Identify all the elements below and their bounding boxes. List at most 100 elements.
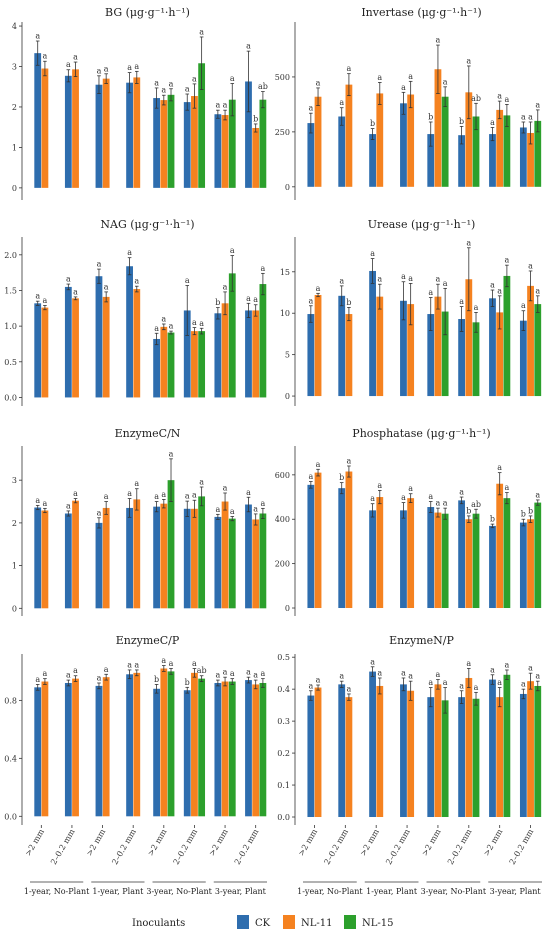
group-label: 1-year, No-Plant xyxy=(24,887,90,896)
significance-label: a xyxy=(66,275,71,284)
significance-label: a xyxy=(223,282,228,291)
significance-label: a xyxy=(377,275,382,284)
bar-ck xyxy=(64,513,72,609)
significance-label: a xyxy=(66,671,71,680)
x-tick-label: >2 mm xyxy=(297,827,320,857)
significance-label: a xyxy=(428,288,433,297)
legend-label-nl11: NL-11 xyxy=(301,918,333,929)
bar-nl11 xyxy=(221,681,229,817)
significance-label: a xyxy=(154,324,159,333)
bar-ck xyxy=(214,313,222,398)
legend-swatch-nl11 xyxy=(283,915,295,929)
significance-label: a xyxy=(401,272,406,281)
significance-label: a xyxy=(246,294,251,303)
significance-label: a xyxy=(436,670,441,679)
significance-label: a xyxy=(161,656,166,665)
significance-label: a xyxy=(253,295,258,304)
significance-label: ab xyxy=(197,666,207,675)
bar-nl11 xyxy=(41,68,49,188)
bar-nl11 xyxy=(314,472,322,609)
significance-label: a xyxy=(377,481,382,490)
bar-ck xyxy=(369,270,376,397)
y-tick-label: 2.0 xyxy=(4,251,17,260)
bar-nl11 xyxy=(465,92,473,187)
bar-nl15 xyxy=(198,678,206,817)
significance-label: a xyxy=(490,281,495,290)
significance-label: a xyxy=(308,104,313,113)
bar-nl11 xyxy=(41,510,49,609)
bar-nl15 xyxy=(472,116,480,187)
bar-nl15 xyxy=(503,115,511,187)
y-tick-label: 0.4 xyxy=(4,754,17,763)
significance-label: a xyxy=(104,282,109,291)
bar-nl15 xyxy=(441,513,449,609)
y-tick-label: 15 xyxy=(280,268,290,277)
bar-nl11 xyxy=(160,100,168,188)
significance-label: a xyxy=(490,118,495,127)
significance-label: a xyxy=(97,260,102,269)
significance-label: a xyxy=(230,507,235,516)
bar-ck xyxy=(307,695,315,818)
bar-nl15 xyxy=(198,331,206,398)
bar-nl11 xyxy=(376,497,384,609)
significance-label: a xyxy=(497,286,502,295)
bar-nl11 xyxy=(191,672,198,817)
panel-title: Urease (μg·g⁻¹·h⁻¹) xyxy=(368,218,476,231)
bar-ck xyxy=(245,680,252,817)
bar-nl11 xyxy=(133,289,141,398)
bar-nl11 xyxy=(102,296,110,398)
significance-label: a xyxy=(66,60,71,69)
significance-label: a xyxy=(134,660,139,669)
significance-label: a xyxy=(154,78,159,87)
bar-nl15 xyxy=(167,671,175,817)
y-tick-label: 0.8 xyxy=(4,696,17,705)
significance-label: b xyxy=(466,506,471,515)
panel-title: NAG (μg·g⁻¹·h⁻¹) xyxy=(100,218,194,231)
bar-ck xyxy=(307,484,315,609)
significance-label: a xyxy=(408,484,413,493)
significance-label: a xyxy=(443,678,448,687)
bar-ck xyxy=(95,276,103,398)
significance-label: a xyxy=(199,478,204,487)
significance-label: a xyxy=(161,490,166,499)
panel-title: EnzymeC/P xyxy=(116,634,180,647)
bar-nl11 xyxy=(527,285,534,397)
bar-ck xyxy=(183,102,191,188)
bar-nl15 xyxy=(472,513,480,609)
bar-ck xyxy=(338,684,346,818)
y-tick-label: 250 xyxy=(275,128,290,137)
bar-ck xyxy=(34,303,42,398)
bar-ck xyxy=(427,697,435,818)
bar-ck xyxy=(34,507,42,609)
bar-nl11 xyxy=(72,678,79,817)
bar-nl11 xyxy=(407,304,415,397)
significance-label: a xyxy=(504,483,509,492)
legend-label-nl15: NL-15 xyxy=(362,918,394,929)
significance-label: a xyxy=(339,276,344,285)
bar-ck xyxy=(427,507,435,609)
significance-label: a xyxy=(497,678,502,687)
x-tick-label: 2–0.2 mm xyxy=(384,827,412,866)
significance-label: a xyxy=(104,492,109,501)
significance-label: a xyxy=(260,669,265,678)
bar-nl11 xyxy=(434,69,442,187)
x-tick-label: 2–0.2 mm xyxy=(110,827,138,866)
bar-ck xyxy=(34,687,42,817)
significance-label: a xyxy=(215,505,220,514)
bar-nl11 xyxy=(496,697,504,818)
bar-nl11 xyxy=(527,681,534,818)
bar-nl11 xyxy=(434,512,442,609)
y-tick-label: 0.5 xyxy=(277,653,290,662)
significance-label: a xyxy=(370,249,375,258)
significance-label: ab xyxy=(258,82,268,91)
bar-ck xyxy=(519,320,527,397)
significance-label: a xyxy=(504,660,509,669)
x-axis-area: >2 mm 2–0.2 mm >2 mm 2–0.2 mm >2 mm 2–0.2 mm >… xyxy=(23,825,542,896)
bar-ck xyxy=(95,522,103,609)
x-tick-label: 2–0.2 mm xyxy=(446,827,474,866)
bar-ck xyxy=(183,508,191,609)
y-tick-label: 0.3 xyxy=(277,717,290,726)
y-tick-label: 3 xyxy=(12,63,17,72)
significance-label: a xyxy=(230,246,235,255)
